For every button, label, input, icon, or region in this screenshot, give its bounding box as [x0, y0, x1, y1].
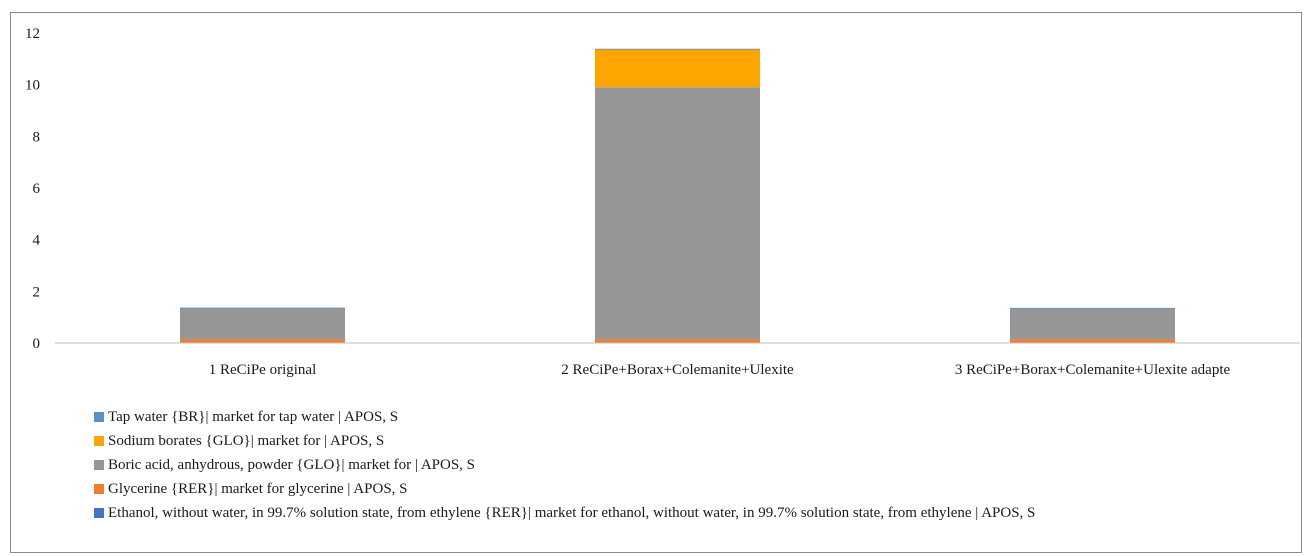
- legend-item: Glycerine {RER}| market for glycerine | …: [94, 477, 1035, 501]
- stacked-bar-chart: 0 2 4 6 8 10 12 1 ReCiPe original 2 ReCiPe+Bora…: [25, 26, 1300, 378]
- bar-segment-2-5: [595, 48, 760, 50]
- legend: Tap water {BR}| market for tap water | A…: [94, 405, 1035, 525]
- legend-item: Sodium borates {GLO}| market for | APOS,…: [94, 429, 1035, 453]
- bar-segment-3-2: [1010, 339, 1175, 343]
- bar-segment-2-4: [595, 49, 760, 88]
- legend-item: Boric acid, anhydrous, powder {GLO}| mar…: [94, 453, 1035, 477]
- legend-swatch: [94, 508, 104, 518]
- y-tick-label: 8: [33, 129, 41, 145]
- bars: [180, 48, 1175, 344]
- y-tick-label: 0: [33, 336, 41, 352]
- legend-label: Glycerine {RER}| market for glycerine | …: [108, 481, 408, 497]
- y-tick-label: 12: [25, 26, 40, 42]
- bar-segment-2-2: [595, 339, 760, 343]
- legend-label: Ethanol, without water, in 99.7% solutio…: [108, 505, 1036, 521]
- y-axis: 0 2 4 6 8 10 12: [25, 26, 41, 352]
- bar-segment-3-5: [1010, 307, 1175, 309]
- legend-label: Sodium borates {GLO}| market for | APOS,…: [108, 433, 385, 449]
- legend-swatch: [94, 484, 104, 494]
- x-axis-labels: 1 ReCiPe original 2 ReCiPe+Borax+Colemani…: [209, 362, 1231, 378]
- bar-segment-1-5: [180, 307, 345, 309]
- x-category-label: 1 ReCiPe original: [209, 362, 317, 378]
- legend-swatch: [94, 436, 104, 446]
- bar-segment-3-3: [1010, 308, 1175, 340]
- y-tick-label: 4: [33, 233, 41, 249]
- x-category-label: 3 ReCiPe+Borax+Colemanite+Ulexite adapte: [955, 362, 1231, 378]
- y-tick-label: 2: [33, 284, 41, 300]
- bar-segment-1-3: [180, 307, 345, 340]
- legend-item: Tap water {BR}| market for tap water | A…: [94, 405, 1035, 429]
- bar-segment-1-2: [180, 339, 345, 343]
- y-tick-label: 6: [33, 181, 41, 197]
- bar-segment-2-3: [595, 87, 760, 340]
- legend-swatch: [94, 460, 104, 470]
- legend-swatch: [94, 412, 104, 422]
- legend-label: Tap water {BR}| market for tap water | A…: [108, 409, 399, 425]
- y-tick-label: 10: [25, 78, 40, 94]
- legend-label: Boric acid, anhydrous, powder {GLO}| mar…: [108, 457, 476, 473]
- x-category-label: 2 ReCiPe+Borax+Colemanite+Ulexite: [561, 362, 794, 378]
- legend-item: Ethanol, without water, in 99.7% solutio…: [94, 501, 1035, 525]
